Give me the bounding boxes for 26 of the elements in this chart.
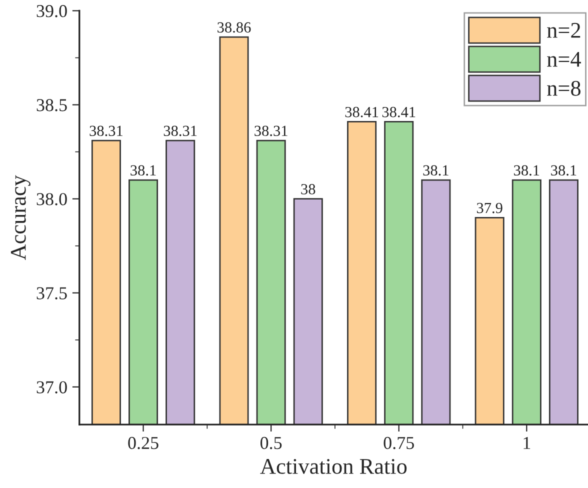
data-label: 38.31 [164,126,197,136]
legend-label: n=2 [547,22,580,38]
data-label: 38.1 [130,165,156,176]
x-tick-label: 0.75 [384,436,414,450]
data-label: 38.41 [382,106,416,118]
y-tick-label: 37.0 [36,381,67,394]
x-tick-label: 0.25 [128,436,158,450]
x-tick-label: 1 [524,436,530,449]
data-label: 38.1 [423,165,448,176]
legend-label: n=8 [547,80,580,96]
y-tick-label: 37.5 [36,287,67,300]
data-label: 38.31 [254,126,288,136]
data-label: 38.1 [514,165,540,176]
legend-label: n=4 [547,52,581,67]
data-label: 38.1 [551,165,576,176]
y-axis-title: Accuracy [10,175,30,260]
x-tick-label: 0.5 [260,436,282,450]
y-tick-label: 38.0 [36,193,67,206]
data-label: 38 [301,184,316,194]
data-label: 38.41 [345,106,378,118]
y-tick-label: 39.0 [36,4,67,18]
y-tick-label: 38.5 [36,99,67,112]
x-axis-title: Activation Ratio [260,459,407,474]
data-label: 38.86 [218,22,251,33]
data-label: 38.31 [90,126,122,136]
data-label: 37.9 [476,202,502,214]
